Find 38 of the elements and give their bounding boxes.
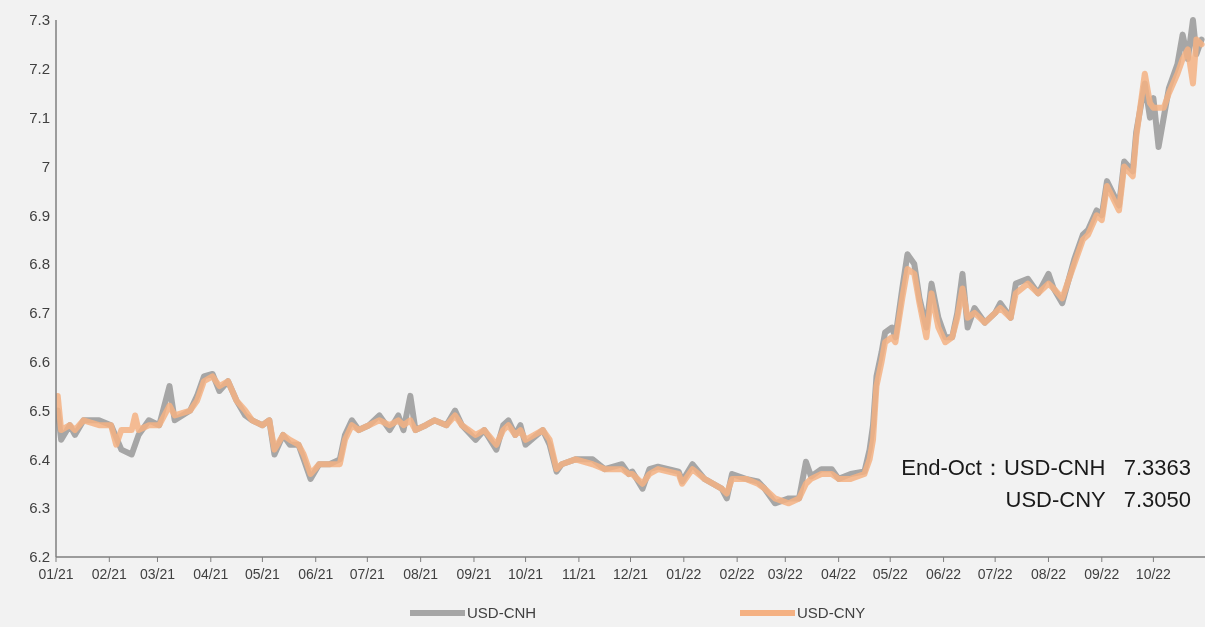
x-tick-label: 02/21 <box>91 566 128 582</box>
x-tick-label: 08/22 <box>1030 566 1067 582</box>
x-tick-label: 04/22 <box>821 566 857 582</box>
annotation: End-Oct：USD-CNH 7.3363 <box>901 455 1191 480</box>
legend-label: USD-CNH <box>467 604 537 622</box>
x-tick-label: 07/21 <box>349 566 386 582</box>
annotation: USD-CNY 7.3050 <box>1005 487 1191 512</box>
y-tick-label: 6.3 <box>29 499 50 517</box>
x-tick-label: 10/21 <box>508 566 544 582</box>
x-tick-label: 08/21 <box>403 566 439 582</box>
y-tick-label: 6.6 <box>29 352 50 370</box>
x-tick-label: 05/21 <box>244 566 281 582</box>
y-tick-label: 6.8 <box>29 255 50 273</box>
legend-label: USD-CNY <box>797 604 866 622</box>
y-tick-label: 6.9 <box>29 206 50 224</box>
x-tick-label: 01/21 <box>38 566 74 582</box>
y-tick-label: 6.4 <box>29 450 50 468</box>
y-tick-label: 6.5 <box>29 401 50 419</box>
x-tick-label: 04/21 <box>193 566 229 582</box>
y-tick-label: 6.7 <box>29 304 50 322</box>
x-tick-label: 11/21 <box>561 566 597 582</box>
x-tick-label: 03/21 <box>139 566 176 582</box>
y-tick-label: 6.2 <box>29 548 50 566</box>
x-tick-label: 10/22 <box>1135 566 1172 582</box>
x-tick-label: 06/22 <box>926 566 962 582</box>
x-tick-label: 05/22 <box>872 566 908 582</box>
y-tick-label: 7.3 <box>29 11 50 29</box>
y-tick-label: 7 <box>41 157 50 175</box>
x-tick-label: 09/21 <box>456 566 492 582</box>
y-tick-label: 7.2 <box>29 60 50 78</box>
x-tick-label: 03/22 <box>767 566 804 582</box>
x-tick-label: 12/21 <box>612 566 649 582</box>
x-tick-label: 02/22 <box>719 566 755 582</box>
x-tick-label: 01/22 <box>666 566 702 582</box>
x-tick-label: 06/21 <box>298 566 334 582</box>
y-tick-label: 7.1 <box>29 108 50 126</box>
x-tick-label: 07/22 <box>977 566 1013 582</box>
x-tick-label: 09/22 <box>1084 566 1120 582</box>
